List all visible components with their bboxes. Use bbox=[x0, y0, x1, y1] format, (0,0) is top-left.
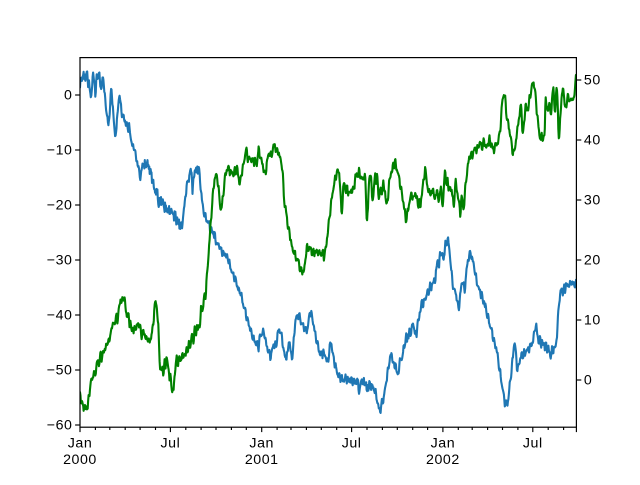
svg-text:2000: 2000 bbox=[63, 452, 97, 468]
svg-text:30: 30 bbox=[584, 193, 601, 209]
svg-text:−20: −20 bbox=[47, 198, 73, 214]
svg-text:2001: 2001 bbox=[245, 452, 279, 468]
svg-text:−30: −30 bbox=[47, 253, 73, 269]
svg-text:20: 20 bbox=[584, 253, 601, 269]
svg-text:Jan: Jan bbox=[431, 435, 456, 451]
svg-text:50: 50 bbox=[584, 73, 601, 89]
svg-text:Jan: Jan bbox=[68, 435, 93, 451]
svg-text:−10: −10 bbox=[47, 143, 73, 159]
svg-text:−60: −60 bbox=[47, 418, 73, 434]
svg-text:Jan: Jan bbox=[249, 435, 274, 451]
svg-text:Jul: Jul bbox=[161, 435, 181, 451]
svg-text:2002: 2002 bbox=[426, 452, 460, 468]
svg-text:0: 0 bbox=[64, 88, 72, 104]
svg-text:Jul: Jul bbox=[523, 435, 543, 451]
svg-text:0: 0 bbox=[584, 373, 592, 389]
svg-text:40: 40 bbox=[584, 133, 601, 149]
svg-text:10: 10 bbox=[584, 313, 601, 329]
svg-text:Jul: Jul bbox=[342, 435, 362, 451]
svg-text:−50: −50 bbox=[47, 363, 73, 379]
svg-text:−40: −40 bbox=[47, 308, 73, 324]
